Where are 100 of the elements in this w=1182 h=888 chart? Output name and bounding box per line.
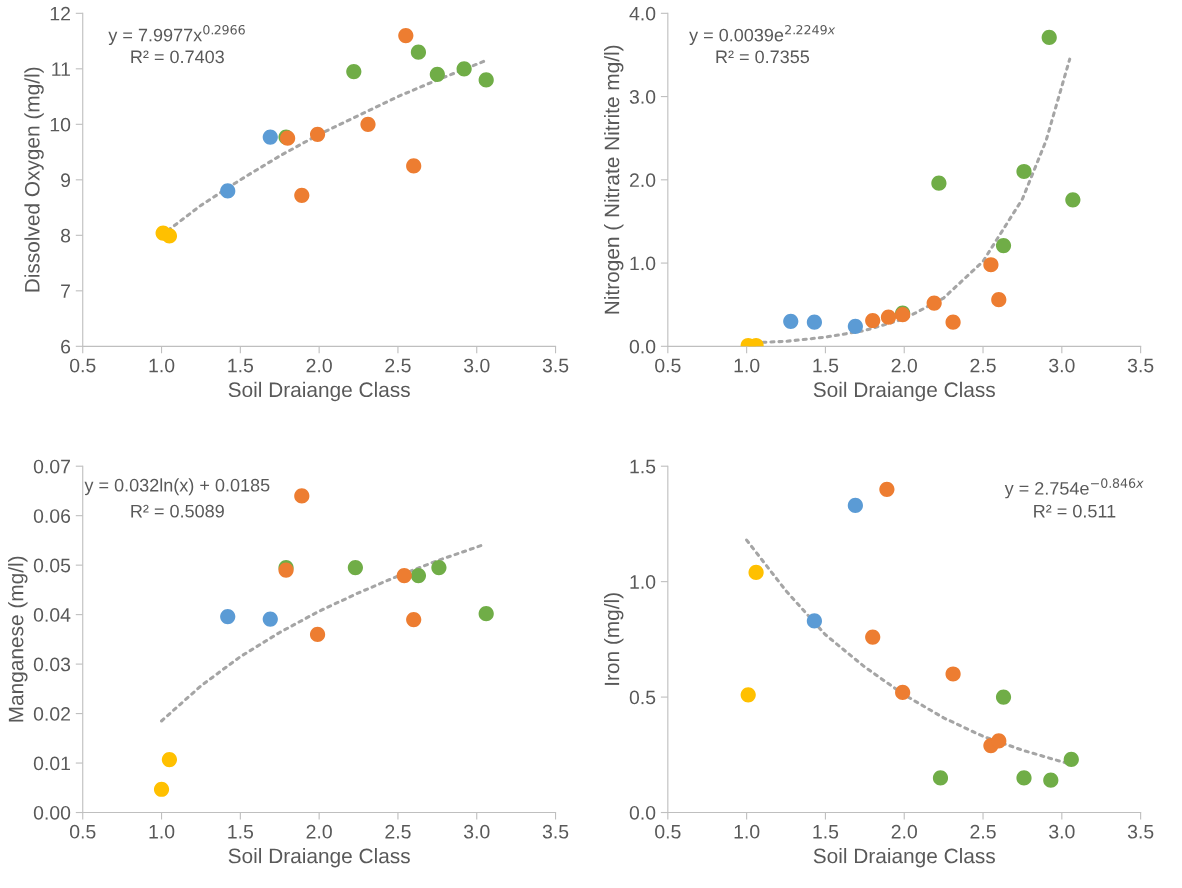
x-tick-label: 2.0 xyxy=(306,824,332,839)
point xyxy=(294,488,310,504)
x-tick-label: 3.0 xyxy=(1049,358,1075,373)
point xyxy=(945,314,961,330)
x-tick-label: 3.5 xyxy=(1127,824,1154,839)
point xyxy=(406,158,422,174)
y-tick-label: 0.0 xyxy=(629,805,656,820)
point xyxy=(983,257,999,273)
point xyxy=(406,611,422,628)
point xyxy=(262,611,278,627)
point xyxy=(220,183,236,199)
point xyxy=(410,44,427,60)
point xyxy=(431,560,447,576)
x-axis-title: Soil Draiange Class xyxy=(228,848,410,868)
point xyxy=(262,129,278,145)
y-tick-label: 0.04 xyxy=(33,608,71,622)
point xyxy=(478,606,494,622)
point xyxy=(1043,772,1059,788)
point xyxy=(396,567,412,584)
point xyxy=(748,564,764,581)
y-axis-title: Nitrogen ( Nitrate Nitrite mg/l) xyxy=(604,45,624,314)
x-tick-label: 0.5 xyxy=(655,358,681,373)
point xyxy=(1016,163,1032,180)
annotation: y = 2.754e$^{−0.846x}$ xyxy=(1004,478,1144,499)
x-tick-label: 1.5 xyxy=(228,825,254,839)
x-axis-title: Soil Draiange Class xyxy=(813,848,995,868)
x-tick-label: 2.0 xyxy=(306,358,332,373)
x-tick-label: 1.5 xyxy=(228,358,254,373)
point xyxy=(865,312,881,329)
annotation: R² = 0.7403 xyxy=(131,50,224,64)
x-tick-label: 3.0 xyxy=(1049,824,1075,839)
x-tick-label: 1.0 xyxy=(149,358,175,373)
point xyxy=(783,313,799,329)
x-tick-label: 1.5 xyxy=(813,825,839,839)
point xyxy=(153,781,170,797)
y-tick-label: 0.00 xyxy=(33,805,71,820)
point xyxy=(806,314,823,330)
point xyxy=(161,228,178,244)
x-tick-label: 1.0 xyxy=(734,358,760,373)
point xyxy=(847,497,863,514)
point xyxy=(865,629,881,645)
x-tick-label: 1.0 xyxy=(149,824,175,839)
x-tick-label: 3.0 xyxy=(463,824,490,839)
y-tick-label: 0.5 xyxy=(629,690,656,705)
y-axis-title: Dissolved Oxygen (mg/l) xyxy=(24,67,44,292)
point xyxy=(1041,29,1057,46)
point xyxy=(478,72,494,88)
point xyxy=(931,175,947,191)
y-tick-label: 1.0 xyxy=(630,575,656,589)
annotation: y = 7.9977x$^{0.2966}$ xyxy=(108,24,245,46)
y-axis-title: Iron (mg/l) xyxy=(604,593,624,685)
annotation: R² = 0.511 xyxy=(1034,504,1116,518)
y-tick-label: 4.0 xyxy=(629,6,656,21)
point xyxy=(880,309,897,325)
point xyxy=(346,63,362,80)
y-tick-label: 3.0 xyxy=(629,90,656,104)
point xyxy=(995,237,1012,254)
point xyxy=(398,27,414,44)
x-tick-label: 0.5 xyxy=(655,824,681,839)
y-tick-label: 9 xyxy=(61,173,71,188)
x-tick-label: 3.5 xyxy=(542,358,569,373)
point xyxy=(879,481,895,497)
point xyxy=(1065,192,1081,208)
x-tick-label: 3.0 xyxy=(463,358,490,373)
y-tick-label: 1.0 xyxy=(630,256,656,271)
point xyxy=(806,613,823,629)
point xyxy=(456,61,472,77)
x-tick-label: 2.5 xyxy=(970,358,996,373)
x-tick-label: 3.5 xyxy=(1127,358,1154,373)
y-tick-label: 0.05 xyxy=(33,558,71,573)
point xyxy=(945,666,961,682)
annotation: R² = 0.5089 xyxy=(131,504,224,518)
point xyxy=(347,560,363,576)
y-tick-label: 2.0 xyxy=(629,173,656,188)
y-axis-title: Manganese (mg/l) xyxy=(8,556,28,722)
point xyxy=(294,187,310,203)
point xyxy=(429,66,445,82)
point xyxy=(309,126,326,142)
y-tick-label: 12 xyxy=(50,6,70,21)
y-tick-label: 7 xyxy=(61,284,70,298)
y-tick-label: 1.5 xyxy=(630,459,656,474)
point xyxy=(161,751,178,768)
x-tick-label: 1.0 xyxy=(734,824,760,839)
point xyxy=(895,684,911,701)
point xyxy=(1016,770,1032,786)
y-tick-label: 0.03 xyxy=(33,657,71,672)
x-tick-label: 2.5 xyxy=(970,824,996,839)
y-tick-label: 0.07 xyxy=(33,459,70,474)
x-tick-label: 2.0 xyxy=(891,824,917,839)
point xyxy=(360,116,376,132)
point xyxy=(410,567,427,584)
x-tick-label: 2.0 xyxy=(891,358,917,373)
y-tick-label: 11 xyxy=(52,62,70,76)
point xyxy=(309,626,326,643)
point xyxy=(926,295,942,311)
point xyxy=(1063,751,1079,768)
y-tick-label: 0.0 xyxy=(629,339,656,354)
point xyxy=(991,733,1007,749)
point xyxy=(995,689,1012,705)
point xyxy=(220,608,236,625)
